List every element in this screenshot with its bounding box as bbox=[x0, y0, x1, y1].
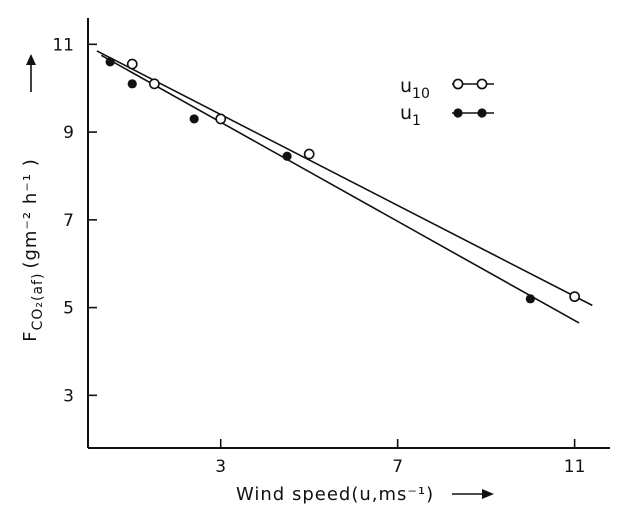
data-point-u1 bbox=[525, 294, 535, 304]
y-tick-label: 9 bbox=[63, 123, 74, 143]
x-tick-label: 3 bbox=[215, 457, 226, 477]
data-point-u10 bbox=[148, 78, 160, 90]
legend-entry-u1: u1 bbox=[400, 102, 494, 129]
legend-label-u1-sub: 1 bbox=[412, 113, 421, 129]
legend-entry-u10: u10 bbox=[400, 75, 494, 102]
y-axis-label: FCO₂(af) (gm⁻² h⁻¹ ) bbox=[20, 158, 46, 342]
data-point-u10 bbox=[569, 291, 581, 303]
data-point-u1 bbox=[282, 151, 292, 161]
legend-marker-u1-right bbox=[477, 108, 487, 118]
fit-lines bbox=[96, 50, 593, 324]
ticks: 3 7 11 3 5 7 9 11 bbox=[52, 35, 585, 477]
y-axis-label-sub: CO₂(af) bbox=[30, 273, 46, 331]
y-tick-label: 7 bbox=[63, 211, 74, 231]
legend-marker-u10-left bbox=[452, 78, 464, 90]
legend-label-u10: u10 bbox=[400, 75, 430, 102]
x-tick-label: 11 bbox=[564, 457, 586, 477]
x-axis-arrow-head bbox=[482, 489, 494, 499]
x-tick-label: 7 bbox=[392, 457, 403, 477]
legend-label-u10-sub: 10 bbox=[412, 86, 430, 102]
data-point-u10 bbox=[126, 58, 138, 70]
y-tick-label: 5 bbox=[63, 299, 74, 319]
y-tick-label: 3 bbox=[63, 386, 74, 406]
data-point-u1 bbox=[105, 57, 115, 67]
legend-marker-u10-right bbox=[476, 78, 488, 90]
data-point-u1 bbox=[127, 79, 137, 89]
y-axis-label-base: F bbox=[20, 330, 41, 341]
legend-label-u1: u1 bbox=[400, 102, 421, 129]
legend-label-u1-base: u bbox=[400, 102, 412, 124]
y-axis-label-group: FCO₂(af) (gm⁻² h⁻¹ ) bbox=[20, 54, 46, 342]
data-points bbox=[105, 57, 581, 304]
fit-line-u1 bbox=[100, 54, 580, 324]
data-point-u10 bbox=[303, 148, 315, 160]
legend-marker-u1-left bbox=[453, 108, 463, 118]
data-point-u10 bbox=[215, 113, 227, 125]
y-tick-label: 11 bbox=[52, 35, 74, 55]
x-axis-label: Wind speed(u,ms⁻¹) bbox=[236, 484, 434, 505]
y-axis-arrow-head bbox=[26, 54, 36, 65]
fit-line-u10 bbox=[96, 50, 593, 307]
axes bbox=[87, 18, 610, 449]
legend: u10 u1 bbox=[400, 75, 494, 129]
data-point-u1 bbox=[189, 114, 199, 124]
legend-label-u10-base: u bbox=[400, 75, 412, 97]
y-axis-label-unit: (gm⁻² h⁻¹ ) bbox=[20, 158, 41, 268]
